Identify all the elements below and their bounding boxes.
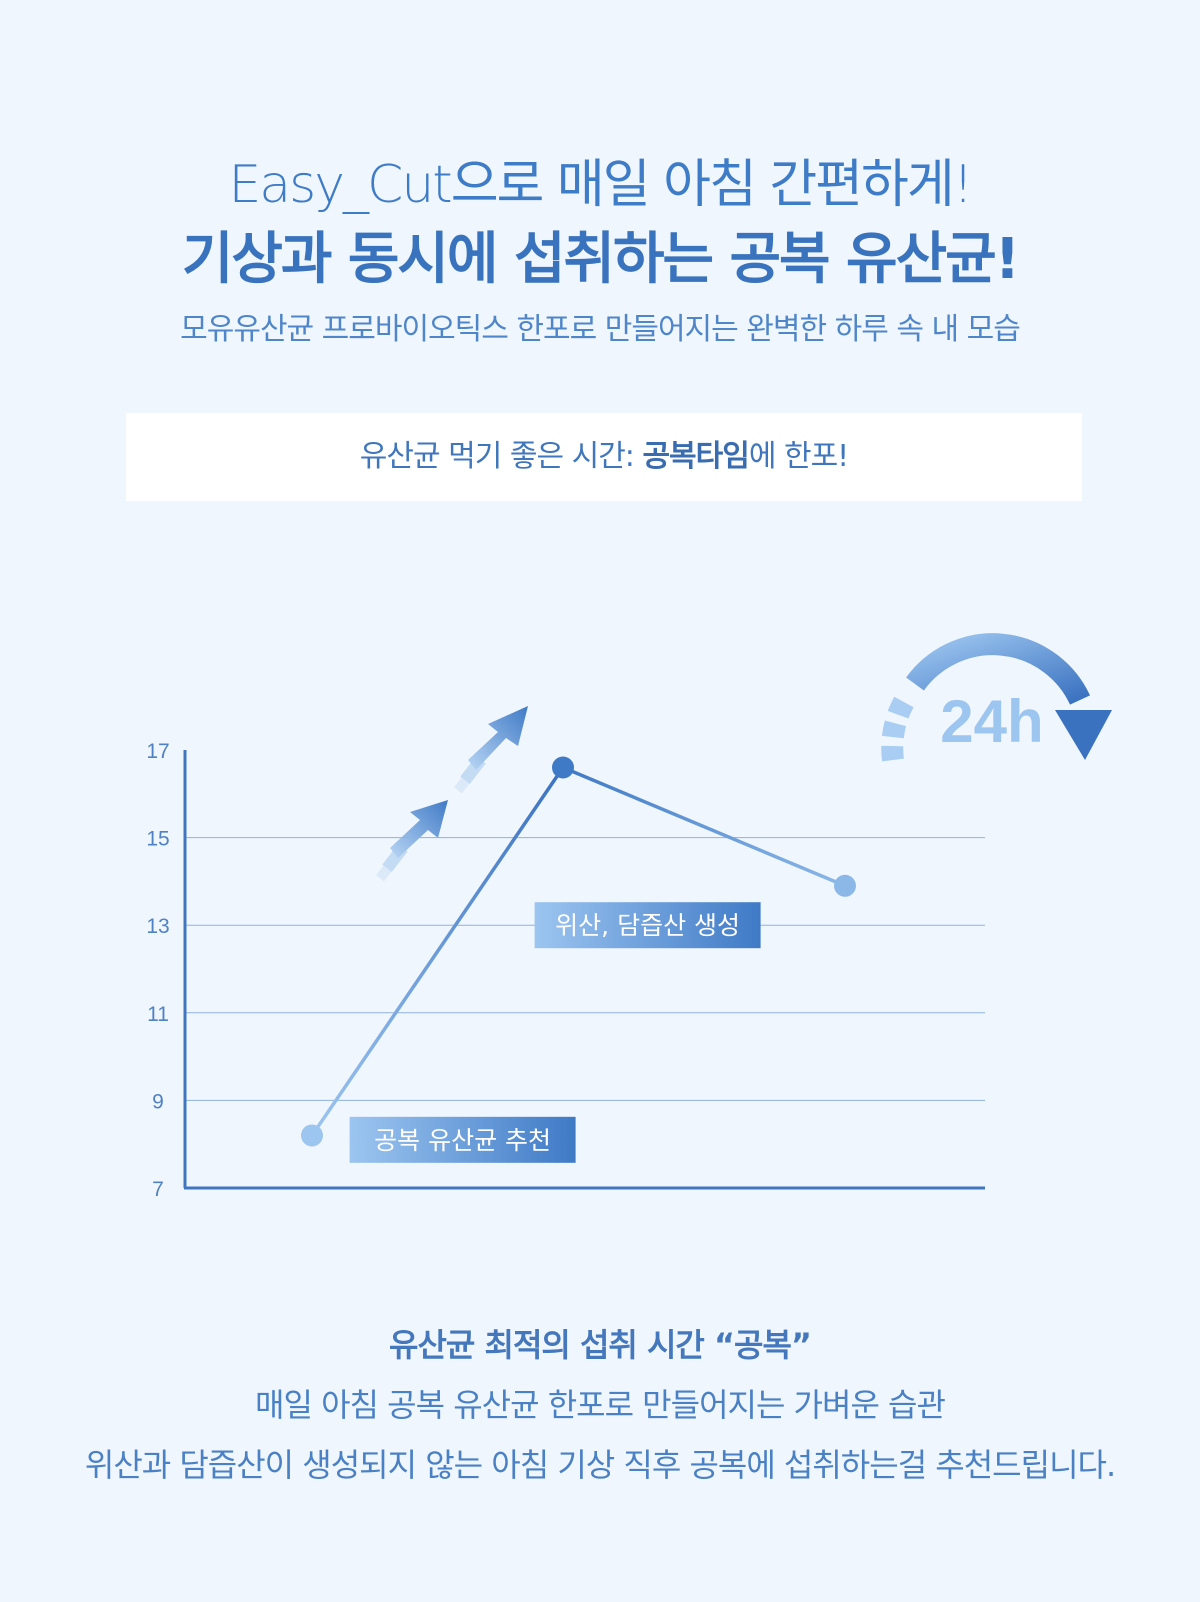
plot-area: 7 9 11 13 15 17 공복 유산균 추천 위산, 담즙산 생성 bbox=[146, 740, 985, 1201]
y-tick-label: 11 bbox=[147, 1003, 169, 1026]
annotation-label: 위산, 담즙산 생성 bbox=[555, 911, 740, 940]
data-point bbox=[552, 756, 574, 779]
headline-line-1: Easy_Cut으로 매일 아침 간편하게! bbox=[228, 155, 973, 215]
data-point bbox=[834, 874, 856, 897]
rising-arrow-icon bbox=[376, 800, 448, 882]
footer-title: 유산균 최적의 섭취 시간 “공복” bbox=[389, 1326, 812, 1364]
y-tick-label: 17 bbox=[146, 740, 169, 763]
timing-banner: 유산균 먹기 좋은 시간: 공복타임에 한포! bbox=[126, 413, 1082, 501]
y-tick-label: 7 bbox=[152, 1178, 164, 1201]
cycle-badge-label: 24h bbox=[940, 688, 1043, 755]
data-point bbox=[301, 1124, 323, 1147]
banner-prefix: 유산균 먹기 좋은 시간: bbox=[359, 439, 643, 474]
headline-line-2: 기상과 동시에 섭취하는 공복 유산균! bbox=[181, 227, 1020, 292]
probiotic-timing-chart: 24h 7 9 11 13 15 17 공복 유산균 추천 위산, 담즙산 생성 bbox=[146, 633, 1112, 1201]
annotation-box bbox=[534, 902, 761, 949]
rising-arrow-icon bbox=[454, 706, 528, 794]
24h-cycle-icon: 24h bbox=[881, 633, 1112, 762]
y-tick-label: 9 bbox=[152, 1090, 164, 1113]
series-line-segment bbox=[562, 765, 846, 888]
annotation-box bbox=[349, 1116, 576, 1163]
footer-line-2: 위산과 담즙산이 생성되지 않는 아침 기상 직후 공복에 섭취하는걸 추천드립… bbox=[84, 1446, 1116, 1484]
annotation-label: 공복 유산균 추천 bbox=[374, 1126, 551, 1155]
banner-suffix: 에 한포! bbox=[748, 439, 849, 474]
banner-highlight: 공복타임 bbox=[642, 439, 749, 474]
footer-line-1: 매일 아침 공복 유산균 한포로 만들어지는 가벼운 습관 bbox=[255, 1386, 946, 1424]
y-tick-label: 13 bbox=[146, 915, 169, 938]
subtitle: 모유유산균 프로바이오틱스 한포로 만들어지는 완벽한 하루 속 내 모습 bbox=[180, 312, 1021, 347]
series-line-segment bbox=[310, 766, 565, 1137]
y-tick-label: 15 bbox=[146, 828, 169, 851]
